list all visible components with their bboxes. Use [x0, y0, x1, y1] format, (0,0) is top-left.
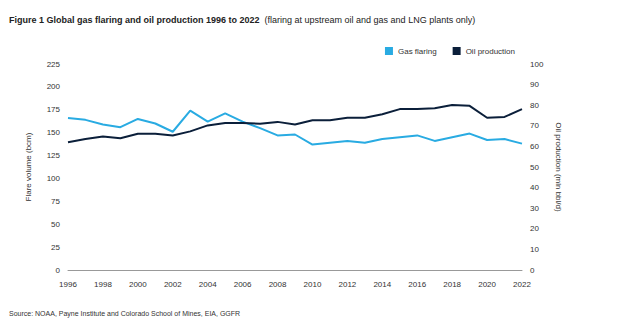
svg-text:Oil production: Oil production	[466, 47, 515, 56]
svg-text:70: 70	[530, 121, 539, 130]
svg-text:2020: 2020	[478, 280, 496, 289]
svg-text:Oil production (mln bbl/d): Oil production (mln bbl/d)	[554, 122, 563, 212]
svg-text:2014: 2014	[373, 280, 391, 289]
svg-text:90: 90	[530, 80, 539, 89]
svg-text:60: 60	[530, 142, 539, 151]
svg-text:1996: 1996	[59, 280, 77, 289]
svg-text:Flare volume (bcm): Flare volume (bcm)	[24, 132, 33, 201]
svg-text:125: 125	[47, 151, 61, 160]
svg-text:10: 10	[530, 245, 539, 254]
svg-text:30: 30	[530, 204, 539, 213]
svg-text:2012: 2012	[338, 280, 356, 289]
svg-text:Source: NOAA, Payne Institute: Source: NOAA, Payne Institute and Colora…	[9, 310, 240, 318]
svg-text:20: 20	[530, 224, 539, 233]
svg-text:0: 0	[56, 266, 61, 275]
svg-text:40: 40	[530, 183, 539, 192]
svg-text:2010: 2010	[304, 280, 322, 289]
svg-text:1998: 1998	[94, 280, 112, 289]
svg-text:150: 150	[47, 128, 61, 137]
svg-text:80: 80	[530, 101, 539, 110]
svg-text:2018: 2018	[443, 280, 461, 289]
svg-text:50: 50	[51, 220, 60, 229]
svg-text:Gas flaring: Gas flaring	[398, 47, 437, 56]
svg-text:100: 100	[530, 60, 544, 69]
svg-text:2006: 2006	[234, 280, 252, 289]
svg-text:2022: 2022	[513, 280, 531, 289]
svg-text:Figure 1 Global gas flaring an: Figure 1 Global gas flaring and oil prod…	[9, 15, 260, 25]
svg-text:225: 225	[47, 60, 61, 69]
svg-text:(flaring at upstream oil and g: (flaring at upstream oil and gas and LNG…	[265, 15, 476, 25]
svg-text:200: 200	[47, 82, 61, 91]
svg-text:0: 0	[530, 266, 535, 275]
svg-text:50: 50	[530, 163, 539, 172]
svg-text:2004: 2004	[199, 280, 217, 289]
svg-text:2008: 2008	[269, 280, 287, 289]
svg-text:100: 100	[47, 174, 61, 183]
svg-text:2000: 2000	[129, 280, 147, 289]
svg-text:175: 175	[47, 105, 61, 114]
svg-text:2002: 2002	[164, 280, 182, 289]
svg-text:75: 75	[51, 197, 60, 206]
svg-text:2016: 2016	[408, 280, 426, 289]
svg-text:25: 25	[51, 243, 60, 252]
